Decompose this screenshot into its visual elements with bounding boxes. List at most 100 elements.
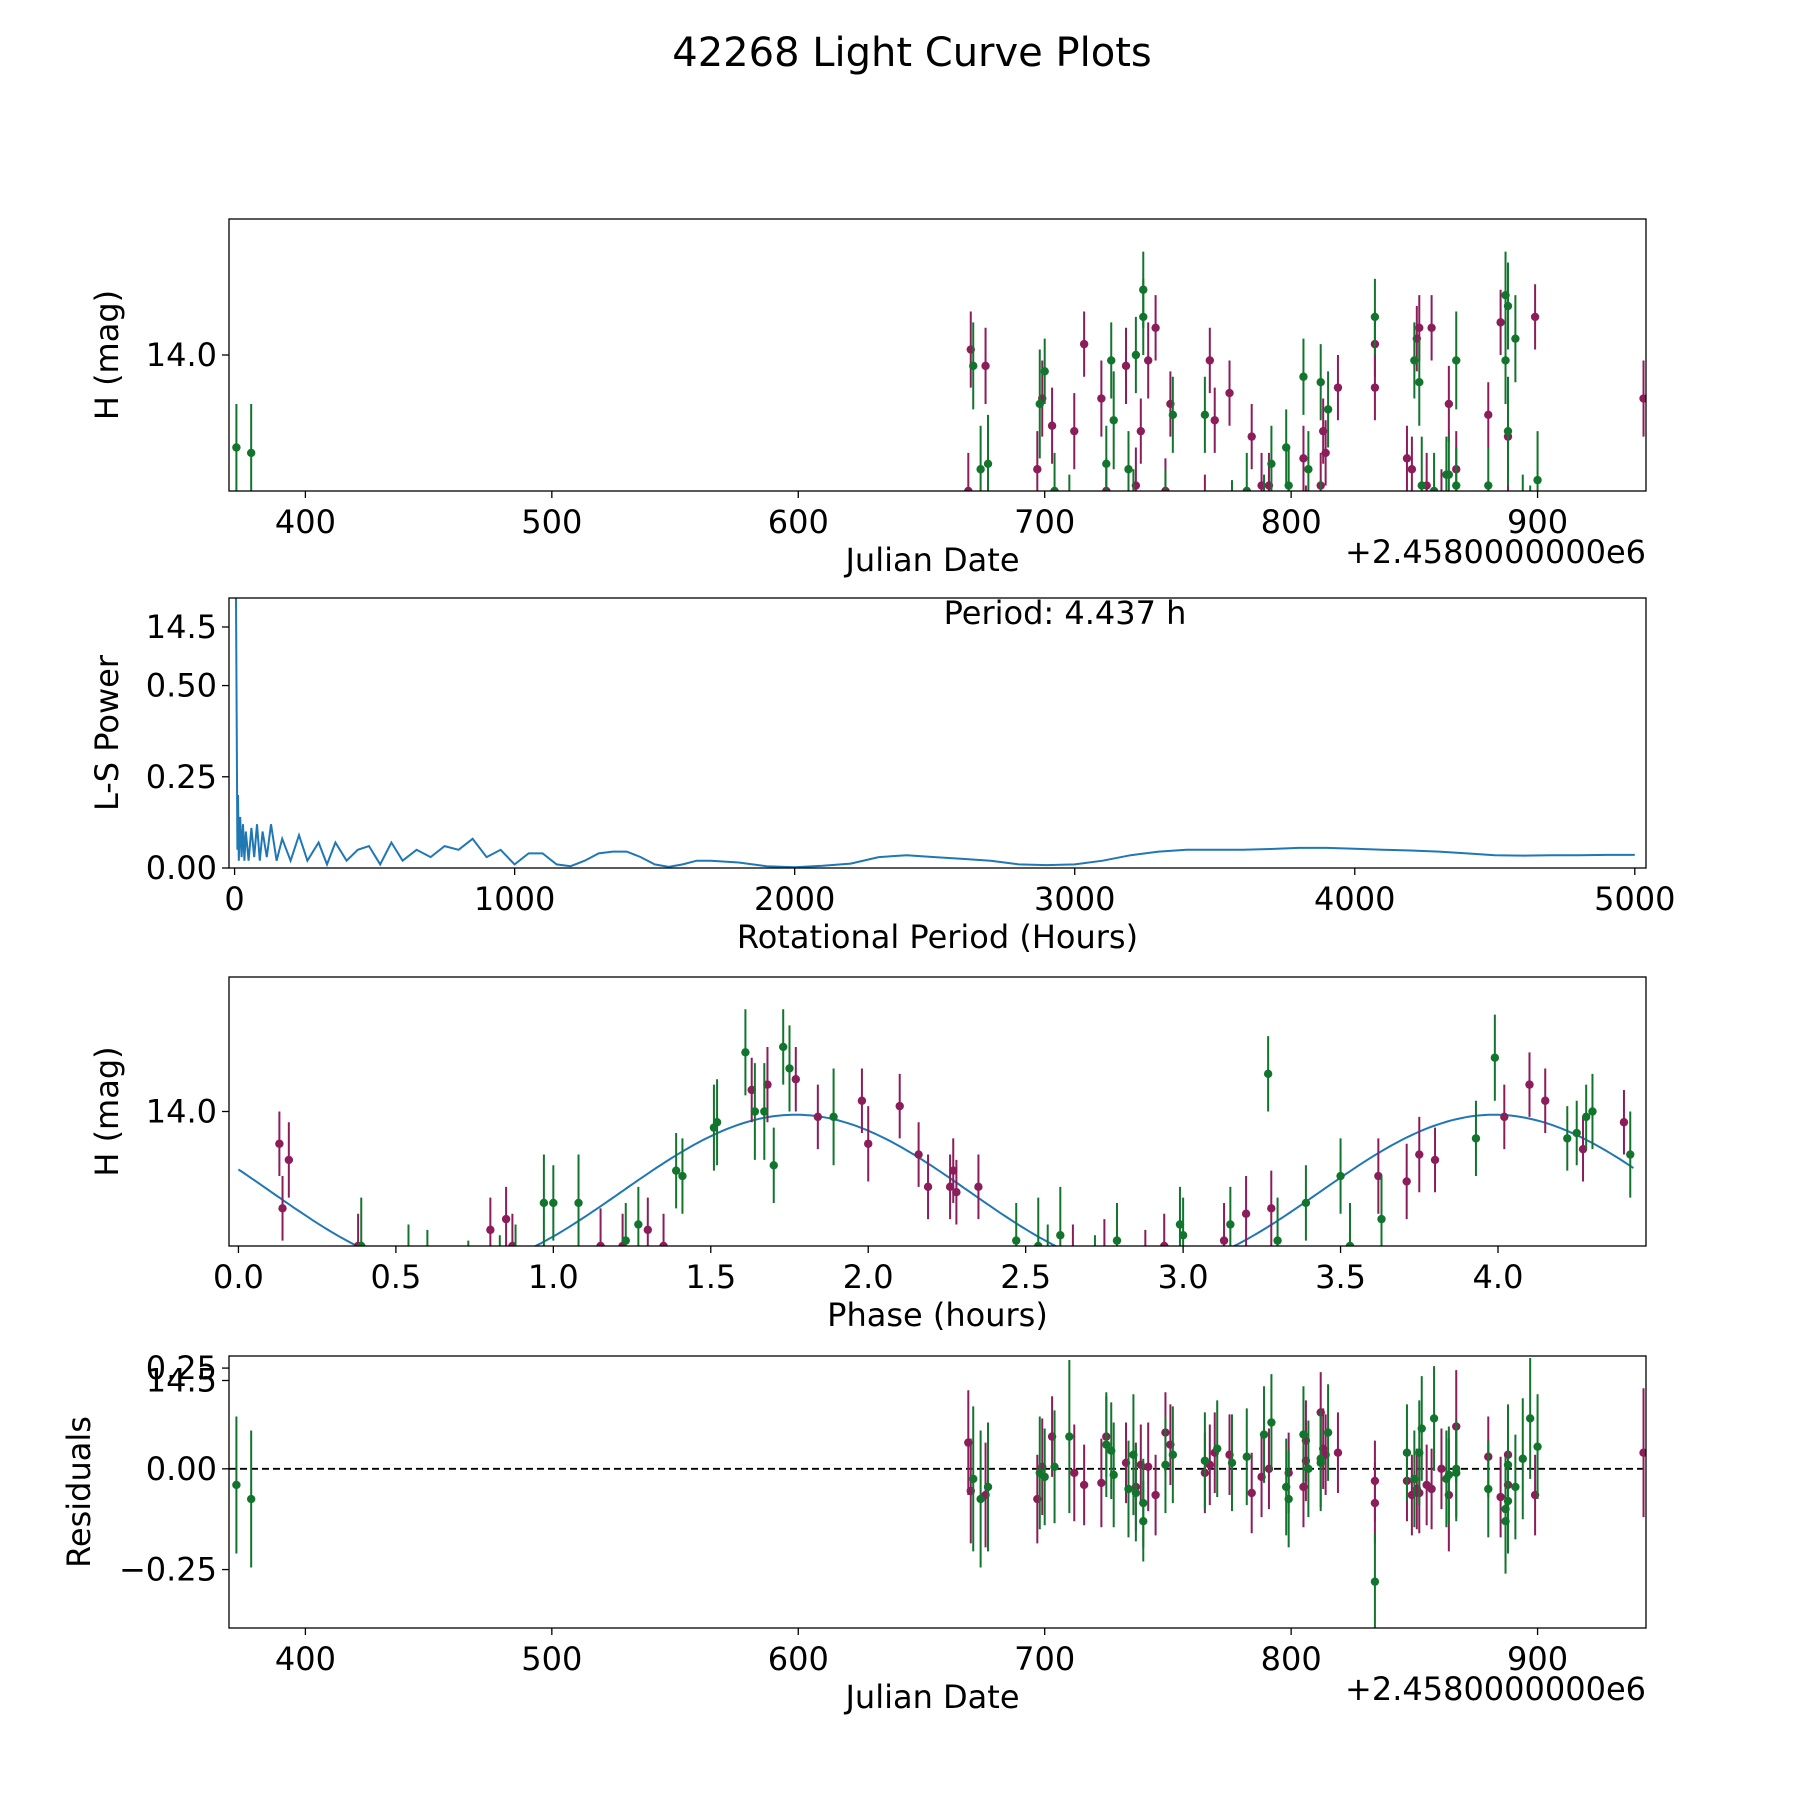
data-point	[1097, 394, 1106, 403]
data-point	[1501, 356, 1510, 365]
data-point	[1091, 1269, 1099, 1277]
data-point	[1533, 475, 1542, 485]
data-point	[574, 1198, 583, 1208]
data-point	[983, 1482, 993, 1492]
data-point	[712, 1118, 722, 1127]
data-point	[423, 1269, 431, 1277]
data-point	[1304, 1464, 1313, 1474]
data-point	[779, 1042, 788, 1052]
data-point	[895, 1101, 904, 1111]
data-point	[1225, 388, 1234, 398]
x-offset-text: +2.4580000000e6	[1345, 533, 1646, 571]
data-point	[1429, 1414, 1439, 1423]
data-point	[1284, 481, 1293, 490]
y-tick-label: 14.0	[146, 1093, 217, 1131]
x-tick-label: 0.5	[370, 1258, 421, 1296]
x-offset-text: +2.4580000000e6	[1345, 1670, 1646, 1708]
data-point	[1168, 410, 1178, 420]
data-point	[1496, 318, 1505, 327]
data-point	[1321, 448, 1330, 458]
data-point	[1417, 481, 1426, 490]
data-point	[1121, 361, 1131, 371]
data-point	[969, 1474, 978, 1484]
lightcurve-panel: 400 500 600 700 800 900 14.0 14.5 Julian Date H (…	[88, 218, 1647, 646]
data-point	[1541, 1096, 1550, 1105]
data-point	[1213, 1444, 1222, 1453]
data-point	[1444, 399, 1454, 409]
data-point	[1626, 1150, 1635, 1159]
x-tick-label: 5000	[1594, 880, 1675, 918]
x-tick-label: 0	[224, 880, 244, 918]
x-tick-label: 600	[768, 1640, 829, 1678]
x-tick-label: 900	[1507, 503, 1568, 541]
data-point	[1012, 1236, 1021, 1245]
data-point	[1639, 394, 1646, 403]
data-point	[1429, 486, 1439, 491]
phased-plot-area	[237, 1009, 1635, 1293]
data-point	[1402, 454, 1412, 463]
x-tick-label: 500	[521, 503, 582, 541]
data-point	[1402, 1448, 1412, 1457]
data-point	[1402, 1177, 1411, 1186]
periodogram-plot-area	[235, 598, 1635, 868]
data-point	[1136, 426, 1146, 436]
data-point	[1247, 1488, 1256, 1498]
data-point	[1050, 1462, 1059, 1472]
data-point	[501, 1214, 511, 1224]
data-point	[496, 1279, 504, 1287]
data-point	[1034, 1241, 1043, 1246]
data-point	[1370, 1498, 1380, 1508]
x-tick-label: 1000	[474, 880, 555, 918]
data-point	[678, 1171, 687, 1181]
data-point	[976, 1494, 985, 1504]
x-tick-label: 600	[768, 503, 829, 541]
data-point	[1100, 1247, 1108, 1255]
phased-axes-frame	[228, 976, 1647, 1247]
data-point	[1427, 323, 1436, 332]
data-point	[1503, 426, 1513, 436]
data-point	[1033, 465, 1042, 474]
data-point	[750, 1107, 760, 1116]
data-point	[1200, 410, 1210, 420]
data-point	[1040, 1472, 1049, 1482]
data-point	[1097, 1478, 1106, 1488]
x-tick-label: 500	[521, 1640, 582, 1678]
data-point	[760, 1107, 769, 1116]
figure-title: 42268 Light Curve Plots	[672, 30, 1151, 76]
data-point	[1242, 486, 1251, 491]
data-point	[1144, 356, 1153, 365]
phased-series-b	[357, 1009, 1635, 1293]
data-point	[964, 486, 973, 491]
periodogram-line	[235, 598, 1635, 868]
data-point	[621, 1236, 630, 1245]
data-point	[1444, 1470, 1454, 1480]
data-point	[1427, 1484, 1436, 1494]
data-point	[1070, 426, 1079, 436]
x-tick-label: 1.5	[685, 1258, 736, 1296]
x-tick-label: 400	[275, 503, 336, 541]
x-tick-label: 900	[1507, 1640, 1568, 1678]
data-point	[1407, 465, 1417, 474]
data-point	[1161, 503, 1169, 511]
data-point	[1370, 1577, 1380, 1586]
data-point	[1410, 356, 1419, 365]
data-point	[539, 1198, 549, 1208]
model-fit-line	[237, 1113, 1634, 1246]
data-point	[1503, 1460, 1513, 1470]
data-point	[502, 1285, 510, 1293]
data-point	[1471, 1134, 1481, 1143]
data-point	[1267, 1418, 1276, 1427]
data-point	[1124, 465, 1133, 474]
data-point	[1500, 1112, 1509, 1122]
data-point	[1437, 1464, 1446, 1474]
data-point	[945, 1182, 955, 1192]
data-point	[643, 1225, 653, 1235]
data-point	[1533, 1442, 1542, 1451]
data-point	[1259, 1430, 1269, 1439]
data-point	[1267, 459, 1276, 468]
data-point	[1316, 378, 1325, 387]
data-point	[1175, 1220, 1185, 1229]
y-axis-label: Residuals	[60, 1416, 98, 1568]
data-point	[1511, 334, 1520, 343]
